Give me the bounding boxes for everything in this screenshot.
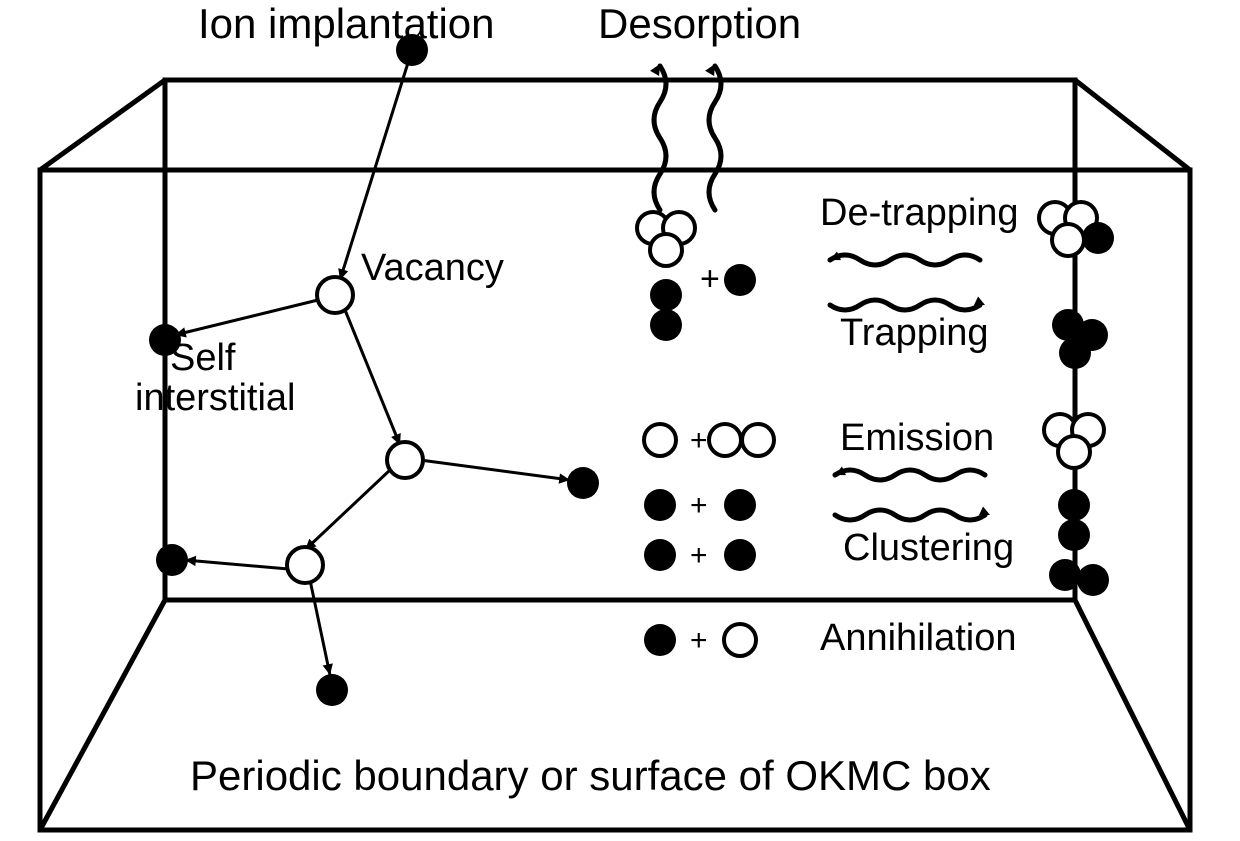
open-atom — [1052, 224, 1084, 256]
interstitial-node — [156, 544, 188, 576]
interstitial-node — [567, 467, 599, 499]
filled-atom — [1058, 519, 1090, 551]
okmc-diagram: Ion implantationDesorptionVacancySelfint… — [0, 0, 1240, 841]
plus-sign: + — [690, 424, 708, 457]
filled-atom — [724, 489, 756, 521]
box-front — [40, 170, 1190, 830]
filled-atom — [1082, 222, 1114, 254]
plus-sign: + — [690, 539, 708, 572]
label-trapping: Trapping — [840, 312, 989, 354]
filled-atom — [724, 539, 756, 571]
label-clustering: Clustering — [843, 527, 1014, 569]
open-atom — [724, 624, 756, 656]
plus-sign: + — [690, 624, 708, 657]
vacancy-node — [317, 277, 353, 313]
label-detrapping: De-trapping — [820, 192, 1019, 234]
filled-atom — [650, 279, 682, 311]
open-atom — [709, 424, 741, 456]
label-desorption: Desorption — [598, 0, 801, 47]
filled-atom — [1077, 564, 1109, 596]
filled-atom — [644, 539, 676, 571]
filled-atom — [644, 624, 676, 656]
label-annihilation: Annihilation — [820, 617, 1016, 659]
vacancy-node — [387, 442, 423, 478]
label-self2: interstitial — [135, 377, 296, 419]
label-periodic: Periodic boundary or surface of OKMC box — [190, 752, 991, 799]
open-atom — [644, 424, 676, 456]
filled-atom — [1049, 559, 1081, 591]
filled-atom — [1059, 337, 1091, 369]
open-atom — [1058, 436, 1090, 468]
interstitial-node — [316, 674, 348, 706]
open-atom — [650, 234, 682, 266]
label-emission: Emission — [840, 417, 994, 459]
filled-atom — [650, 309, 682, 341]
filled-atom — [644, 489, 676, 521]
plus-sign: + — [690, 489, 708, 522]
label-ion_implantation: Ion implantation — [198, 0, 495, 47]
label-vacancy: Vacancy — [361, 247, 504, 289]
filled-atom — [724, 264, 756, 296]
open-atom — [742, 424, 774, 456]
plus-sign: + — [700, 260, 720, 298]
vacancy-node — [287, 547, 323, 583]
filled-atom — [1058, 489, 1090, 521]
interstitial-node — [149, 324, 181, 356]
